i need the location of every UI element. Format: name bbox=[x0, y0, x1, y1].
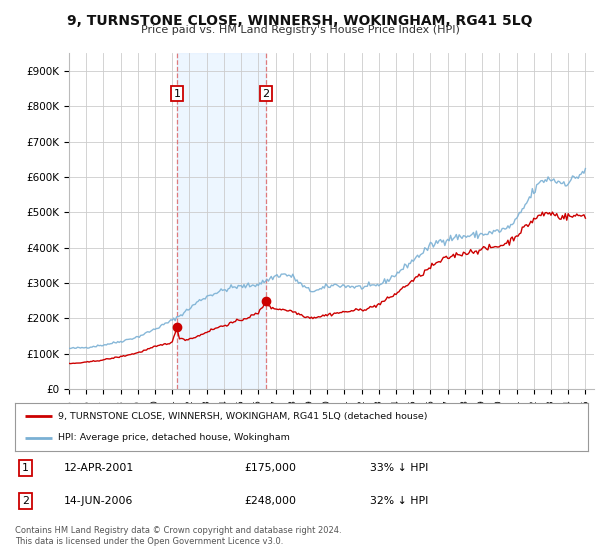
Text: 32% ↓ HPI: 32% ↓ HPI bbox=[370, 496, 428, 506]
Text: 2: 2 bbox=[263, 88, 269, 99]
Text: 9, TURNSTONE CLOSE, WINNERSH, WOKINGHAM, RG41 5LQ (detached house): 9, TURNSTONE CLOSE, WINNERSH, WOKINGHAM,… bbox=[58, 412, 427, 421]
Text: 33% ↓ HPI: 33% ↓ HPI bbox=[370, 463, 428, 473]
Text: 14-JUN-2006: 14-JUN-2006 bbox=[64, 496, 133, 506]
Text: £248,000: £248,000 bbox=[244, 496, 296, 506]
Text: 2: 2 bbox=[22, 496, 29, 506]
Text: £175,000: £175,000 bbox=[244, 463, 296, 473]
Text: Contains HM Land Registry data © Crown copyright and database right 2024.
This d: Contains HM Land Registry data © Crown c… bbox=[15, 526, 341, 546]
Text: HPI: Average price, detached house, Wokingham: HPI: Average price, detached house, Woki… bbox=[58, 433, 290, 442]
Text: Price paid vs. HM Land Registry's House Price Index (HPI): Price paid vs. HM Land Registry's House … bbox=[140, 25, 460, 35]
Text: 9, TURNSTONE CLOSE, WINNERSH, WOKINGHAM, RG41 5LQ: 9, TURNSTONE CLOSE, WINNERSH, WOKINGHAM,… bbox=[67, 14, 533, 28]
Text: 1: 1 bbox=[173, 88, 181, 99]
Bar bbox=[177, 53, 266, 389]
Text: 1: 1 bbox=[22, 463, 29, 473]
Text: 12-APR-2001: 12-APR-2001 bbox=[64, 463, 134, 473]
